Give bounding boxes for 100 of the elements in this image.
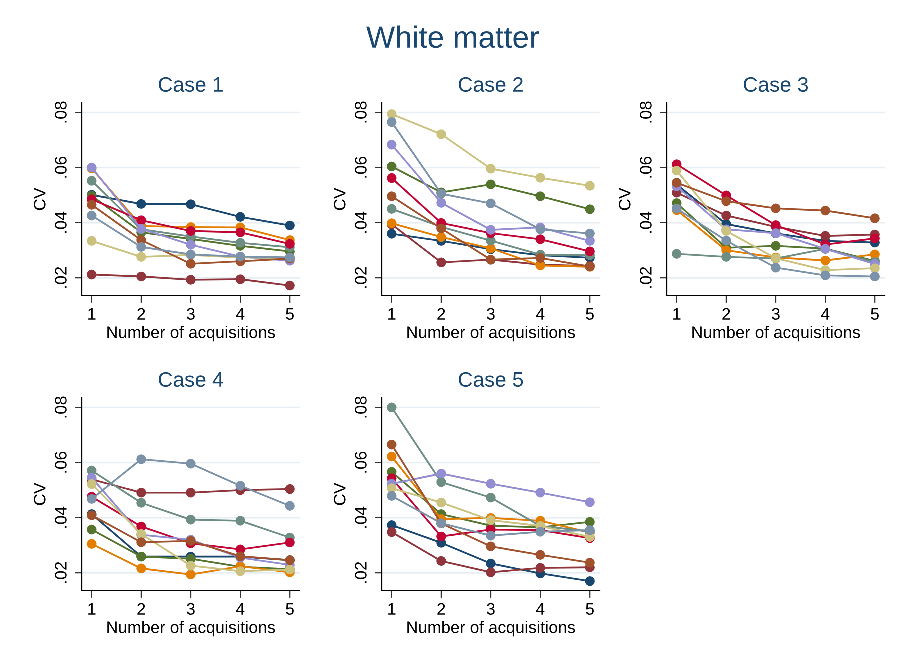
y-tick-label: .08	[640, 102, 652, 123]
point	[585, 246, 595, 256]
point	[387, 117, 397, 128]
point	[186, 275, 196, 285]
point	[87, 524, 97, 535]
text: White matter	[366, 26, 540, 48]
point	[87, 479, 97, 490]
point	[436, 498, 446, 508]
point	[722, 236, 732, 246]
point	[585, 498, 595, 508]
point	[870, 264, 880, 274]
point	[870, 214, 880, 224]
point	[436, 532, 446, 542]
y-tick-label: .08	[55, 396, 67, 418]
point	[536, 488, 546, 498]
point	[486, 492, 496, 503]
point	[387, 527, 397, 538]
y-axis-title: CV	[619, 188, 631, 210]
y-tick-label: .02	[355, 267, 367, 288]
point	[771, 241, 781, 251]
point	[186, 561, 196, 571]
x-tick-label: 1	[88, 308, 96, 320]
point	[136, 216, 146, 226]
point	[136, 199, 146, 210]
point	[186, 259, 196, 269]
point	[186, 459, 196, 469]
point	[536, 173, 546, 183]
point	[722, 210, 732, 221]
point	[387, 140, 397, 150]
point	[87, 494, 97, 504]
point	[136, 564, 146, 574]
x-tick-label: 5	[871, 308, 880, 320]
point	[585, 517, 595, 527]
x-tick-label: 1	[388, 308, 396, 320]
x-tick-label: 5	[586, 603, 594, 616]
point	[585, 204, 595, 214]
x-tick-label: 1	[674, 308, 681, 320]
y-tick-label: .06	[55, 156, 67, 178]
point	[387, 109, 397, 120]
point	[585, 228, 595, 239]
point	[285, 501, 295, 511]
x-tick-label: 3	[772, 308, 780, 320]
y-tick-label: .02	[55, 267, 67, 288]
point	[722, 252, 732, 262]
point	[585, 558, 595, 568]
point	[285, 280, 295, 291]
point	[87, 539, 97, 549]
x-tick-label: 2	[722, 308, 730, 320]
point	[672, 249, 682, 259]
point	[285, 220, 295, 231]
y-tick-label: .02	[640, 267, 652, 288]
chart-title: Case 1	[159, 77, 223, 92]
point	[186, 226, 196, 236]
point	[820, 270, 830, 280]
chart-title: Case 3	[744, 77, 808, 92]
point	[387, 491, 397, 502]
point	[285, 538, 295, 548]
x-tick-label: 1	[388, 603, 396, 615]
point	[672, 166, 682, 176]
point	[387, 162, 397, 172]
x-axis-title: Number of acquisitions	[108, 621, 276, 637]
point	[771, 263, 781, 273]
y-tick-label: .04	[355, 506, 367, 528]
y-tick-label: .06	[55, 452, 67, 473]
point	[87, 270, 97, 280]
point	[536, 253, 546, 264]
x-axis-title: Number of acquisitions	[408, 326, 576, 342]
x-tick-label: 5	[286, 308, 294, 320]
point	[436, 258, 446, 268]
point	[722, 196, 732, 206]
point	[536, 234, 546, 244]
point	[236, 212, 246, 222]
y-tick-label: .08	[55, 102, 67, 123]
x-tick-label: 2	[138, 603, 146, 615]
y-axis-title: CV	[34, 482, 46, 506]
point	[387, 204, 397, 214]
point	[486, 225, 496, 235]
x-tick-label: 4	[236, 603, 245, 615]
point	[387, 229, 397, 239]
x-tick-label: 2	[438, 308, 446, 320]
x-tick-label: 4	[536, 308, 545, 320]
point	[820, 206, 830, 216]
point	[236, 481, 246, 491]
point	[486, 542, 496, 552]
point	[285, 239, 295, 250]
x-tick-label: 3	[487, 603, 495, 616]
x-tick-label: 3	[487, 308, 495, 320]
y-tick-label: .04	[55, 506, 67, 528]
point	[436, 130, 446, 140]
point	[436, 478, 446, 488]
point	[87, 200, 97, 210]
y-tick-label: .06	[640, 156, 652, 178]
point	[387, 402, 397, 413]
chart-title: Case 2	[459, 77, 523, 92]
point	[486, 180, 496, 190]
point	[136, 242, 146, 252]
y-axis-title: CV	[334, 482, 346, 506]
point	[387, 440, 397, 450]
y-tick-label: .08	[355, 102, 367, 123]
x-tick-label: 3	[187, 308, 195, 320]
